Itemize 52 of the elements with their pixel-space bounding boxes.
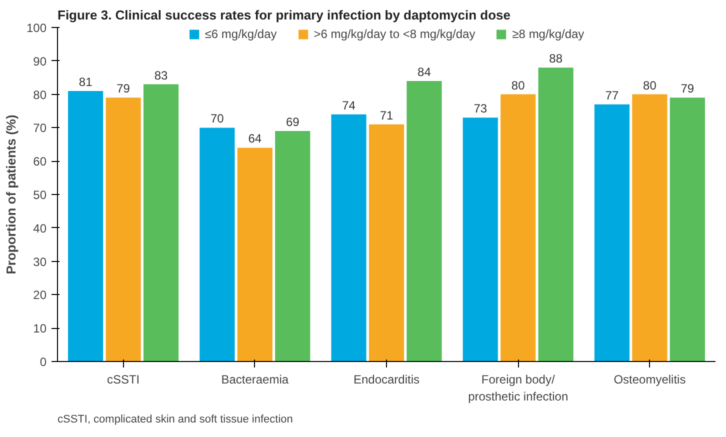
data-label: 79 bbox=[116, 82, 130, 96]
y-tick-label: 100 bbox=[26, 21, 47, 35]
data-label: 80 bbox=[511, 78, 526, 92]
chart-title: Figure 3. Clinical success rates for primary infection by daptomycin dose bbox=[58, 8, 510, 22]
y-tick-label: 40 bbox=[33, 221, 47, 236]
y-tick-label: 50 bbox=[33, 188, 47, 202]
bar bbox=[538, 68, 574, 362]
bar bbox=[632, 94, 668, 362]
data-label: 88 bbox=[549, 52, 563, 66]
data-label: 77 bbox=[605, 88, 619, 102]
bar bbox=[275, 131, 310, 362]
data-label: 64 bbox=[248, 132, 262, 146]
y-axis-title: Proportion of patients (%) bbox=[3, 114, 18, 274]
x-tick-label: cSSTI bbox=[106, 372, 140, 386]
bar bbox=[331, 114, 366, 362]
text: cSSTI, complicated skin and soft tissue infection bbox=[58, 414, 293, 426]
bar bbox=[462, 118, 498, 362]
data-label: 84 bbox=[418, 64, 432, 79]
legend-label: ≤6 mg/kg/day bbox=[204, 27, 277, 41]
bar bbox=[106, 98, 141, 362]
x-tick-label: Foreign body/ prosthetic infection bbox=[468, 372, 568, 404]
x-tick-label: Bacteraemia bbox=[221, 372, 289, 386]
y-tick-label: 80 bbox=[33, 88, 47, 102]
bar bbox=[670, 98, 705, 362]
data-label: 70 bbox=[210, 112, 224, 126]
y-tick-label: 70 bbox=[33, 121, 47, 136]
bar bbox=[594, 104, 630, 362]
bar bbox=[500, 94, 536, 362]
y-tick-label: 90 bbox=[33, 54, 47, 68]
y-tick-label: 10 bbox=[33, 322, 47, 336]
bar bbox=[68, 90, 104, 362]
data-label: 80 bbox=[643, 78, 657, 92]
data-label: 79 bbox=[680, 82, 694, 96]
data-label: 71 bbox=[380, 108, 394, 122]
data-label: 83 bbox=[154, 68, 168, 82]
legend-label: ≥8 mg/kg/day bbox=[512, 27, 584, 41]
x-tick-label: Osteomyelitis bbox=[614, 372, 686, 386]
data-label: 74 bbox=[342, 98, 356, 112]
bar bbox=[406, 80, 442, 362]
bar bbox=[143, 84, 179, 362]
data-label: 81 bbox=[78, 74, 93, 89]
bar bbox=[200, 128, 235, 362]
y-tick-label: 30 bbox=[33, 254, 47, 269]
data-label: 73 bbox=[474, 102, 488, 116]
y-tick-label: 60 bbox=[33, 154, 47, 169]
data-label: 69 bbox=[286, 115, 300, 130]
y-tick-label: 20 bbox=[33, 288, 47, 302]
bar bbox=[368, 124, 404, 362]
y-tick-label: 0 bbox=[40, 355, 47, 369]
bar bbox=[237, 148, 272, 362]
x-tick-label: Endocarditis bbox=[353, 372, 420, 386]
legend-label: >6 mg/kg/day to <8 mg/kg/day bbox=[314, 27, 476, 41]
